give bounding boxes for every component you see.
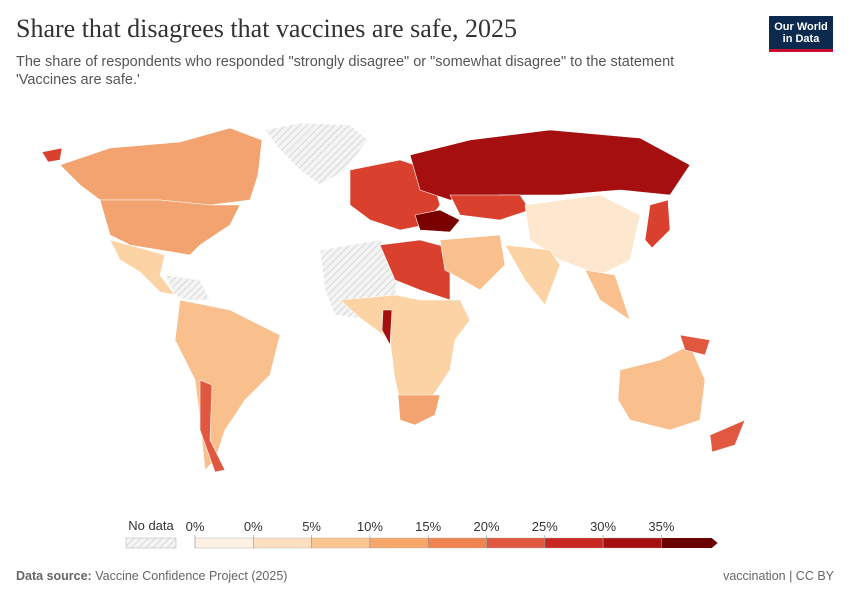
country bbox=[439, 234, 506, 291]
legend-tick-label: 5% bbox=[302, 519, 321, 534]
legend-tick-label: 30% bbox=[590, 519, 616, 534]
country bbox=[709, 419, 746, 453]
legend-tick-label: 35% bbox=[648, 519, 674, 534]
country bbox=[164, 274, 211, 301]
legend-tick-label: 10% bbox=[357, 519, 383, 534]
logo[interactable]: Our World in Data bbox=[769, 16, 833, 52]
legend-bin bbox=[369, 537, 429, 549]
country bbox=[679, 334, 711, 356]
country bbox=[644, 199, 671, 249]
country bbox=[617, 344, 706, 431]
legend-bin bbox=[602, 537, 662, 549]
country bbox=[99, 199, 241, 256]
title: Share that disagrees that vaccines are s… bbox=[16, 14, 518, 43]
country bbox=[584, 269, 631, 321]
source-text[interactable]: Vaccine Confidence Project (2025) bbox=[95, 569, 288, 583]
country bbox=[409, 129, 691, 201]
legend-bin bbox=[253, 537, 312, 549]
country bbox=[524, 194, 641, 276]
countries bbox=[41, 122, 746, 473]
source: Data source: Vaccine Confidence Project … bbox=[16, 569, 287, 583]
country bbox=[397, 394, 441, 426]
legend-bin bbox=[544, 537, 604, 549]
legend-bin bbox=[311, 537, 371, 549]
country bbox=[199, 379, 226, 473]
legend-tick-label: 0% bbox=[186, 519, 205, 534]
legend-tick-label: 0% bbox=[244, 519, 263, 534]
legend-bin bbox=[661, 538, 718, 548]
license: vaccination | CC BY bbox=[723, 569, 834, 583]
legend-tick-label: 20% bbox=[473, 519, 499, 534]
logo-line: in Data bbox=[782, 33, 820, 45]
logo-line: Our World bbox=[774, 21, 828, 33]
source-label: Data source: bbox=[16, 569, 92, 583]
legend-bin bbox=[428, 537, 487, 549]
no-data-label: No data bbox=[128, 518, 174, 533]
legend-tick-label: 15% bbox=[415, 519, 441, 534]
legend-tick-label: 25% bbox=[532, 519, 558, 534]
no-data-swatch bbox=[125, 537, 177, 549]
country bbox=[174, 299, 281, 471]
legend-bin bbox=[486, 537, 545, 549]
legend-bin bbox=[194, 537, 254, 549]
subtitle: The share of respondents who responded "… bbox=[16, 54, 675, 88]
country bbox=[414, 209, 461, 233]
country bbox=[59, 127, 263, 206]
country bbox=[41, 147, 63, 163]
country bbox=[504, 244, 561, 306]
greenland bbox=[264, 122, 369, 186]
country bbox=[449, 194, 531, 221]
country bbox=[381, 309, 393, 347]
